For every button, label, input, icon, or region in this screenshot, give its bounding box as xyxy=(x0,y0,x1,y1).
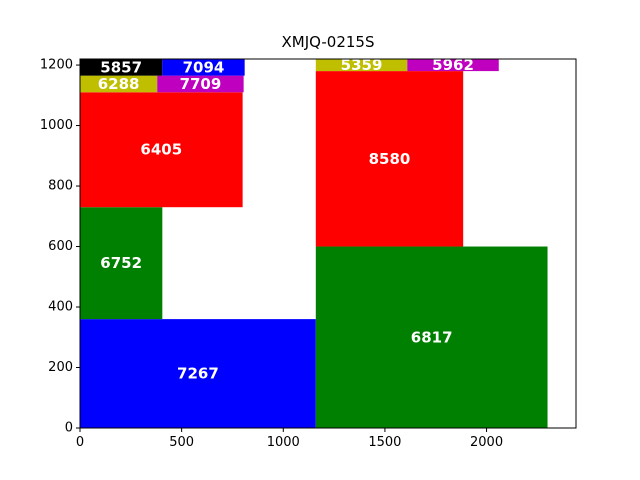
treemap-cell-6288 xyxy=(80,75,158,93)
cell-label-6405: 6405 xyxy=(140,141,182,159)
y-tick-label-1000: 1000 xyxy=(40,118,73,133)
cell-label-7267: 7267 xyxy=(177,365,219,383)
x-tick-label-1500: 1500 xyxy=(368,435,401,450)
treemap-cell-6752 xyxy=(80,207,163,320)
cell-label-7094: 7094 xyxy=(183,58,225,76)
x-tick-label-500: 500 xyxy=(169,435,194,450)
cell-label-5857: 5857 xyxy=(100,58,142,76)
treemap-cell-6817 xyxy=(315,246,548,428)
y-tick-label-600: 600 xyxy=(48,239,73,254)
chart-title: XMJQ-0215S xyxy=(281,33,375,51)
cell-label-6288: 6288 xyxy=(98,75,140,93)
cell-label-5359: 5359 xyxy=(341,56,383,74)
y-tick-label-0: 0 xyxy=(65,421,73,436)
x-tick-label-1000: 1000 xyxy=(267,435,300,450)
cell-label-6817: 6817 xyxy=(411,328,453,346)
y-tick-label-1200: 1200 xyxy=(40,58,73,73)
treemap-cell-6405 xyxy=(80,92,243,208)
y-tick-label-400: 400 xyxy=(48,300,73,315)
treemap-cell-7267 xyxy=(80,319,316,428)
y-tick-label-200: 200 xyxy=(48,360,73,375)
cell-label-5962: 5962 xyxy=(432,56,474,74)
y-tick-label-800: 800 xyxy=(48,179,73,194)
treemap-cell-5857 xyxy=(80,59,163,76)
x-tick-label-2000: 2000 xyxy=(470,435,503,450)
cell-label-6752: 6752 xyxy=(100,254,142,272)
treemap-cell-5359 xyxy=(315,59,408,72)
x-tick-label-0: 0 xyxy=(76,435,84,450)
cell-label-8580: 8580 xyxy=(369,150,411,168)
cell-label-7709: 7709 xyxy=(180,75,222,93)
treemap-cell-5962 xyxy=(407,59,499,72)
treemap-cell-8580 xyxy=(315,71,464,247)
plot-frame xyxy=(79,58,577,429)
treemap-cell-7094 xyxy=(162,59,245,76)
treemap-cell-7709 xyxy=(157,75,244,93)
